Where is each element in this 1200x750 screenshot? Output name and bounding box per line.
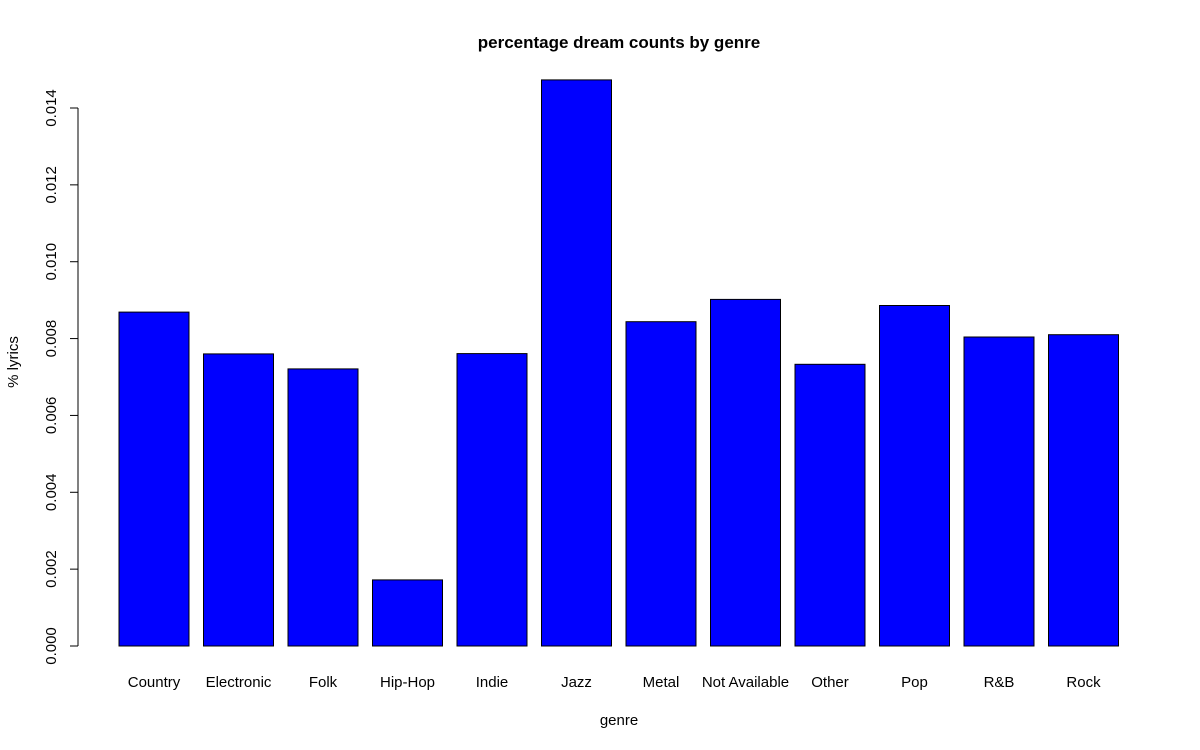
- y-axis: 0.000 0.002 0.004 0.006 0.008 0.010 0.012 0.014: [43, 89, 79, 665]
- bar-other: [794, 363, 866, 647]
- y-tick-label: 0.010: [43, 243, 60, 281]
- y-tick-label: 0.012: [43, 166, 60, 204]
- x-tick-label: R&B: [984, 674, 1015, 691]
- x-tick-label: Rock: [1066, 674, 1101, 691]
- y-tick-label: 0.008: [43, 320, 60, 358]
- y-tick-label: 0.002: [43, 550, 60, 588]
- bar-rock: [1048, 334, 1119, 647]
- bars-group: [118, 79, 1119, 647]
- x-tick-label: Hip-Hop: [380, 674, 435, 691]
- x-tick-label: Jazz: [561, 674, 592, 691]
- bar-electronic: [203, 353, 274, 647]
- y-tick-label: 0.006: [43, 397, 60, 435]
- y-tick-label: 0.004: [43, 474, 60, 512]
- chart-title: percentage dream counts by genre: [478, 33, 760, 52]
- x-tick-labels: Country Electronic Folk Hip-Hop Indie Jazz Met…: [128, 674, 1101, 691]
- bar-not-available: [710, 298, 781, 647]
- bar-jazz: [541, 79, 612, 647]
- x-tick-label: Metal: [643, 674, 680, 691]
- bar-r-b: [963, 336, 1035, 647]
- y-tick-label: 0.000: [43, 627, 60, 665]
- bar-country: [118, 311, 190, 647]
- x-tick-label: Folk: [309, 674, 338, 691]
- x-tick-label: Country: [128, 674, 181, 691]
- x-tick-label: Not Available: [702, 674, 789, 691]
- bar-pop: [879, 305, 950, 647]
- x-tick-label: Electronic: [206, 674, 272, 691]
- bar-hip-hop: [372, 579, 443, 647]
- x-tick-label: Pop: [901, 674, 928, 691]
- y-tick-label: 0.014: [43, 89, 60, 127]
- y-axis-title: % lyrics: [5, 336, 22, 388]
- bar-metal: [625, 321, 697, 647]
- bar-folk: [287, 368, 359, 647]
- bar-indie: [456, 353, 528, 647]
- x-axis-title: genre: [600, 712, 638, 729]
- x-tick-label: Indie: [476, 674, 509, 691]
- x-tick-label: Other: [811, 674, 849, 691]
